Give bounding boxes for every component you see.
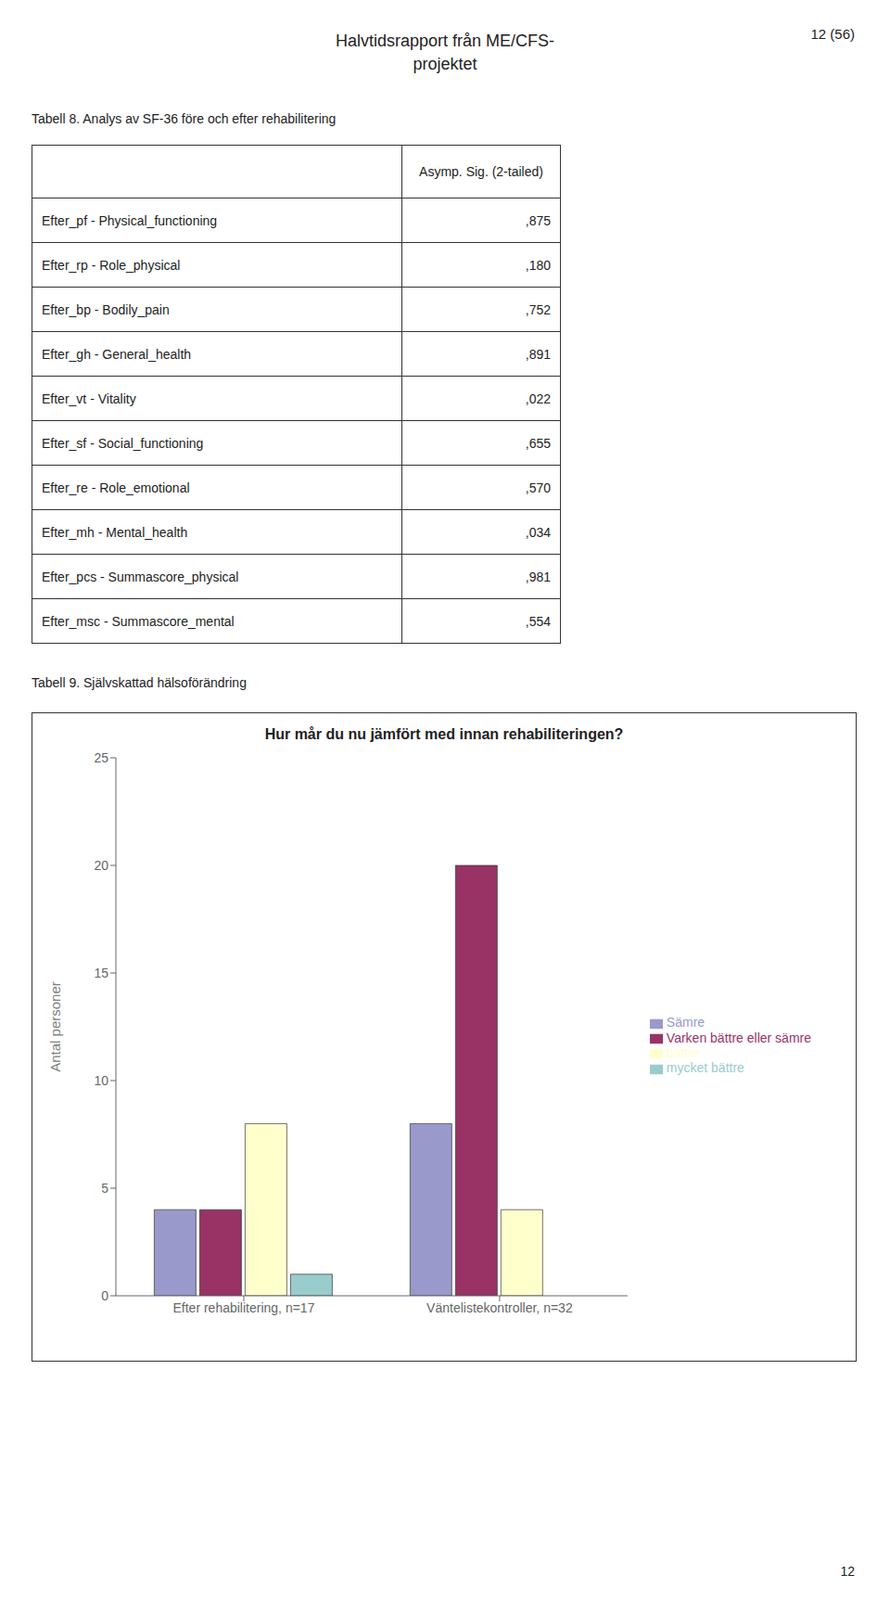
html-text:12: 12 (840, 1563, 855, 1578)
html-text:Efter_vt - Vitality: Efter_vt - Vitality (41, 390, 137, 406)
html-text:Hur mår du nu jämfört med inna: Hur mår du nu jämfört med innan rehabili… (264, 725, 624, 742)
html-text:Efter_mh - Mental_health: Efter_mh - Mental_health (41, 524, 188, 540)
html-text:Efter_bp - Bodily_pain: Efter_bp - Bodily_pain (41, 301, 170, 317)
html-text:Efter_sf - Social_functioning: Efter_sf - Social_functioning (41, 435, 204, 451)
svg-text:Väntelistekontroller, n=32: Väntelistekontroller, n=32 (426, 1299, 573, 1315)
html-text:12 (56): 12 (56) (810, 25, 855, 42)
svg-text:5: 5 (101, 1180, 109, 1196)
html-text:,034: ,034 (525, 524, 551, 540)
svg-text:10: 10 (93, 1072, 109, 1088)
svg-text:20: 20 (93, 857, 109, 873)
svg-text:25: 25 (93, 750, 109, 765)
html-text:,554: ,554 (525, 613, 551, 629)
html-text:Efter_rp - Role_physical: Efter_rp - Role_physical (41, 257, 181, 273)
html-text:bättre: bättre (666, 1044, 700, 1060)
html-text:Efter_pcs - Summascore_physica: Efter_pcs - Summascore_physical (41, 568, 239, 584)
svg-text:0: 0 (101, 1287, 109, 1303)
html-text:,981: ,981 (525, 568, 551, 584)
html-text:,891: ,891 (525, 346, 551, 362)
svg-text:Antal personer: Antal personer (47, 980, 64, 1072)
html-text:,875: ,875 (525, 212, 551, 228)
html-text:Tabell 8. Analys av SF-36 före: Tabell 8. Analys av SF-36 före och efter… (31, 111, 336, 127)
html-text:Varken bättre eller sämre: Varken bättre eller sämre (666, 1029, 812, 1045)
svg-text:Efter rehabilitering, n=17: Efter rehabilitering, n=17 (172, 1299, 315, 1315)
html-text:Asymp. Sig. (2-tailed): Asymp. Sig. (2-tailed) (419, 164, 544, 179)
html-text:Efter_re - Role_emotional: Efter_re - Role_emotional (41, 479, 190, 495)
html-text:Sämre: Sämre (666, 1014, 705, 1030)
html-text:Efter_gh - General_health: Efter_gh - General_health (41, 346, 192, 362)
html-text:Efter_msc - Summascore_mental: Efter_msc - Summascore_mental (41, 613, 235, 629)
html-text:,022: ,022 (525, 390, 551, 406)
html-text:,655: ,655 (525, 435, 551, 451)
html-text:,180: ,180 (525, 257, 551, 273)
html-text:,752: ,752 (525, 301, 551, 317)
svg-text:15: 15 (93, 965, 109, 980)
html-text:,570: ,570 (525, 479, 551, 495)
html-text:mycket bättre: mycket bättre (666, 1059, 745, 1075)
html-text:Efter_pf - Physical_functionin: Efter_pf - Physical_functioning (41, 212, 218, 228)
html-text:Tabell 9. Självskattad hälsofö: Tabell 9. Självskattad hälsoförändring (31, 674, 247, 690)
html-text:Halvtidsrapport från ME/CFS- p: Halvtidsrapport från ME/CFS- projektet (335, 31, 555, 74)
